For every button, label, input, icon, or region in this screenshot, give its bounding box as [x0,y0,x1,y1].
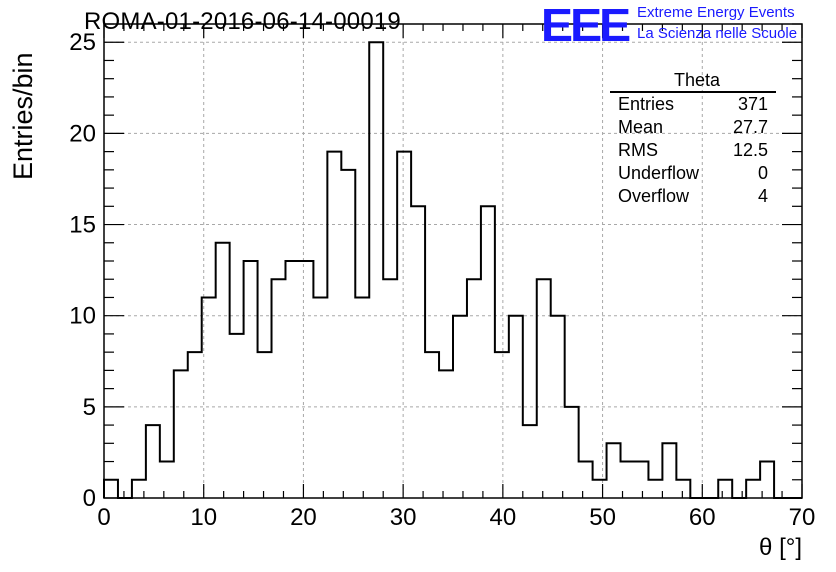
histogram-bin [188,352,202,498]
x-axis-label: θ [°] [759,534,802,561]
stats-row-rms: RMS 12.5 [610,139,776,162]
histogram-bin [551,316,565,498]
histogram-bin [341,170,355,498]
y-tick-label: 15 [69,212,96,239]
histogram-bin [272,279,286,498]
stats-box: Theta Entries 371 Mean 27.7 RMS 12.5 Und… [610,70,776,208]
logo-line-2: La Scienza nelle Scuole [637,25,798,42]
histogram-outline [103,41,802,499]
histogram-bin [397,152,411,498]
stats-label: Mean [618,117,664,137]
histogram-bin [746,480,760,498]
stats-label: RMS [618,140,658,160]
stats-value: 27.7 [732,117,768,137]
x-tick-label: 20 [290,504,317,531]
histogram-bin [244,261,258,498]
histogram-bin [230,334,244,498]
stats-row-mean: Mean 27.7 [610,116,776,139]
stats-value: 371 [737,94,768,114]
stats-label: Entries [618,94,675,114]
histogram-bin [258,352,272,498]
y-tick-label: 25 [69,29,96,56]
stats-title: Theta [610,70,776,93]
y-tick-label: 5 [83,394,96,421]
histogram-bin [285,261,299,498]
histogram-bin [216,243,230,498]
stats-row-entries: Entries 371 [610,93,776,116]
x-tick-label: 70 [789,504,816,531]
histogram-bin [662,443,676,498]
histogram-bin [202,297,216,498]
histogram-bin [718,480,732,498]
x-tick-label: 30 [390,504,417,531]
histogram-bin [299,261,313,498]
histogram-bin [481,206,495,498]
histogram-bin [439,370,453,498]
histogram-bin [174,370,188,498]
histogram-bin [593,480,607,498]
histogram-bin [104,480,118,498]
histogram-bin [495,352,509,498]
x-tick-label: 40 [490,504,517,531]
histogram-bin [467,279,481,498]
histogram-bin [453,316,467,498]
logo-line-1: Extreme Energy Events [637,4,795,21]
stats-row-underflow: Underflow 0 [610,162,776,185]
histogram-bin [676,480,690,498]
histogram-bin [607,443,621,498]
stats-value: 12.5 [732,140,768,160]
stats-label: Underflow [618,163,700,183]
y-tick-label: 20 [69,120,96,147]
eee-logo: EEE [540,0,631,51]
x-tick-label: 50 [589,504,616,531]
stats-row-overflow: Overflow 4 [610,185,776,208]
histogram-bin [313,297,327,498]
histogram-bin [411,206,425,498]
stats-value: 0 [757,163,768,183]
histogram-series [103,41,802,499]
stats-value: 4 [757,186,768,206]
histogram-bin [146,425,160,498]
y-axis-label: Entries/bin [8,52,38,180]
x-tick-label: 0 [97,504,110,531]
histogram-bin [648,480,662,498]
histogram-bin [383,279,397,498]
x-tick-label: 60 [689,504,716,531]
histogram-bin [634,462,648,498]
y-tick-label: 0 [83,485,96,512]
histogram-bin [369,42,383,498]
histogram-bin [355,297,369,498]
run-title: ROMA-01-2016-06-14-00019 [84,8,401,35]
histogram-bin [509,316,523,498]
histogram-bin [327,152,341,498]
histogram-bin [537,279,551,498]
histogram-bin [425,352,439,498]
histogram-bin [523,425,537,498]
stats-label: Overflow [618,186,690,206]
histogram-bin [579,462,593,498]
histogram-bin [160,462,174,498]
logo-caption: Extreme Energy Events La Scienza nelle S… [637,2,797,44]
histogram-bin [565,407,579,498]
y-tick-label: 10 [69,303,96,330]
x-tick-label: 10 [190,504,217,531]
